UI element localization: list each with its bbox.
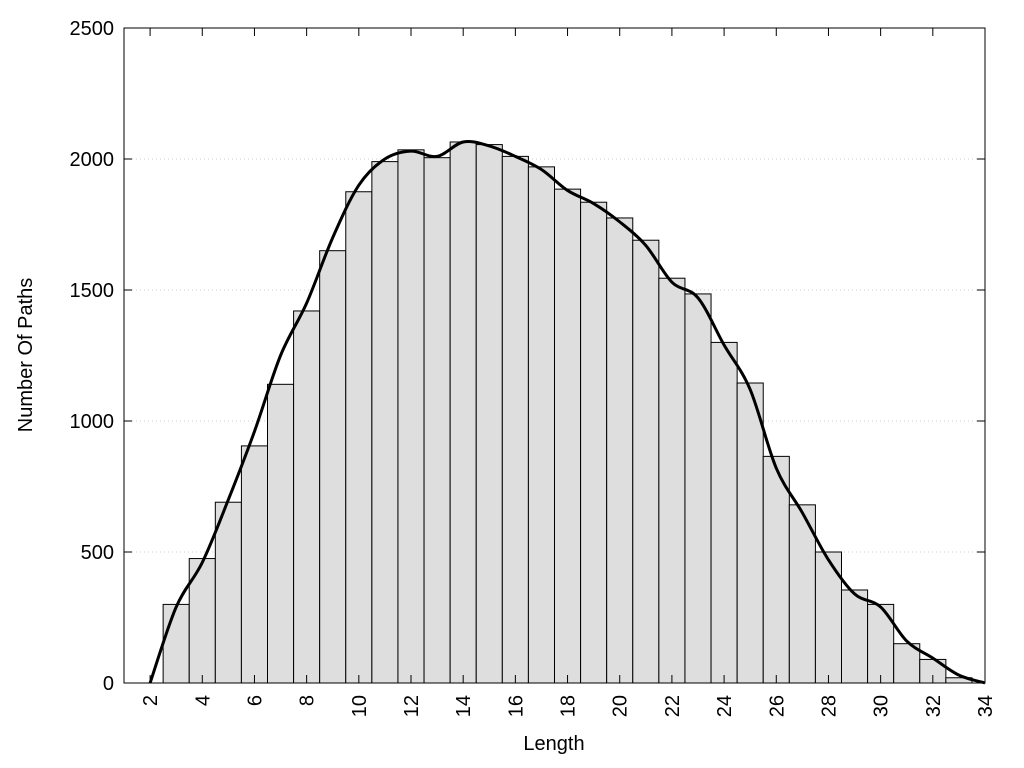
bar (606, 217, 634, 684)
bar (423, 157, 451, 684)
bar (293, 310, 321, 684)
bar (788, 504, 816, 684)
bar (397, 149, 425, 684)
x-tick-label: 18 (558, 695, 580, 717)
x-tick-label: 2 (140, 695, 162, 706)
plot-frame (123, 27, 986, 684)
bar (841, 589, 869, 684)
bar (710, 341, 738, 684)
y-tick-label: 0 (103, 673, 114, 695)
smooth-line (148, 140, 986, 685)
y-tick-label: 2500 (70, 18, 115, 40)
bar (162, 603, 190, 684)
x-axis-label: Length (523, 733, 584, 755)
x-tick-label: 8 (297, 695, 319, 706)
x-tick-label: 22 (662, 695, 684, 717)
y-tick-label: 1500 (70, 280, 115, 302)
y-tick-label: 500 (81, 542, 114, 564)
x-tick-label: 16 (505, 695, 527, 717)
bar (475, 144, 503, 684)
bar (527, 166, 556, 684)
x-tick-label: 34 (975, 695, 997, 717)
bar (345, 191, 373, 684)
x-tick-label: 10 (349, 695, 371, 717)
x-tick-label: 4 (192, 695, 214, 706)
bar (371, 161, 399, 684)
x-tick-label: 26 (766, 695, 788, 717)
bar (501, 155, 529, 684)
x-tick-label: 32 (923, 695, 945, 717)
bar (240, 445, 268, 684)
bar (319, 250, 347, 684)
y-tick-label: 1000 (70, 411, 115, 433)
bar (762, 455, 790, 684)
x-tick-label: 20 (610, 695, 632, 717)
x-tick-label: 30 (871, 695, 893, 717)
bar (632, 239, 660, 684)
x-tick-label: 24 (714, 695, 736, 717)
y-axis-label: Number Of Paths (15, 278, 37, 433)
x-tick-label: 12 (401, 695, 423, 717)
bar (554, 188, 582, 684)
bar (580, 201, 608, 684)
x-tick-label: 28 (818, 695, 840, 717)
bar (736, 382, 764, 684)
y-tick-label: 2000 (70, 149, 115, 171)
bar (449, 141, 477, 684)
x-tick-label: 6 (244, 695, 266, 706)
bar (267, 383, 295, 684)
bar (658, 277, 686, 684)
x-tick-label: 14 (453, 695, 475, 717)
bar (214, 501, 242, 684)
bar (684, 293, 712, 684)
